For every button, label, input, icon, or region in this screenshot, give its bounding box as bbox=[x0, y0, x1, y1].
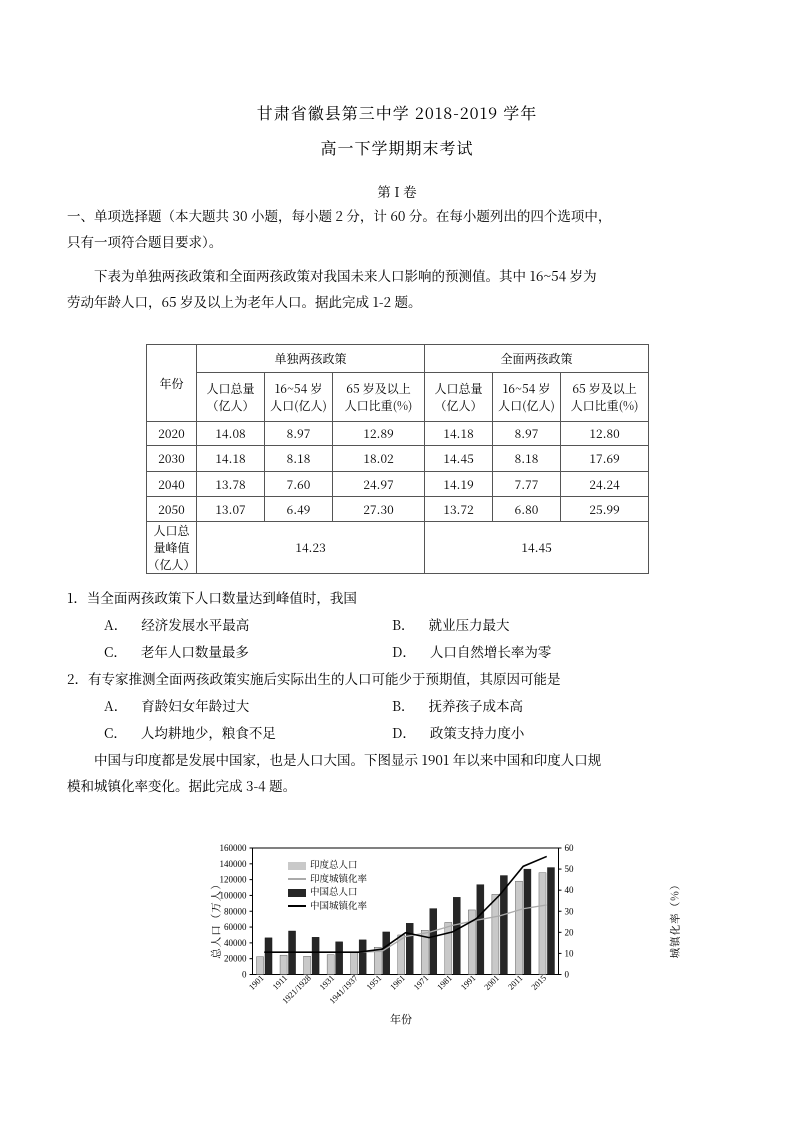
svg-text:2001: 2001 bbox=[482, 973, 501, 992]
svg-text:20: 20 bbox=[565, 927, 575, 937]
svg-text:0: 0 bbox=[242, 970, 247, 980]
svg-text:0: 0 bbox=[565, 970, 570, 980]
svg-text:160000: 160000 bbox=[220, 843, 248, 853]
svg-text:120000: 120000 bbox=[220, 875, 248, 885]
svg-text:1981: 1981 bbox=[435, 973, 454, 992]
svg-text:10: 10 bbox=[565, 948, 575, 958]
svg-text:1971: 1971 bbox=[411, 973, 430, 992]
svg-text:50: 50 bbox=[565, 864, 575, 874]
svg-text:40: 40 bbox=[565, 885, 575, 895]
svg-text:140000: 140000 bbox=[220, 859, 248, 869]
svg-text:30: 30 bbox=[565, 906, 575, 916]
svg-text:60000: 60000 bbox=[224, 922, 247, 932]
svg-text:100000: 100000 bbox=[220, 890, 248, 900]
svg-text:1951: 1951 bbox=[364, 973, 383, 992]
svg-text:60: 60 bbox=[565, 843, 575, 853]
svg-text:2011: 2011 bbox=[506, 973, 525, 992]
svg-text:1961: 1961 bbox=[388, 973, 407, 992]
svg-text:1991: 1991 bbox=[458, 973, 477, 992]
svg-text:1931: 1931 bbox=[317, 973, 336, 992]
svg-text:80000: 80000 bbox=[224, 906, 247, 916]
svg-text:2015: 2015 bbox=[529, 973, 548, 992]
svg-text:20000: 20000 bbox=[224, 954, 247, 964]
svg-text:1901: 1901 bbox=[247, 973, 266, 992]
svg-text:1911: 1911 bbox=[270, 973, 289, 992]
svg-text:40000: 40000 bbox=[224, 938, 247, 948]
